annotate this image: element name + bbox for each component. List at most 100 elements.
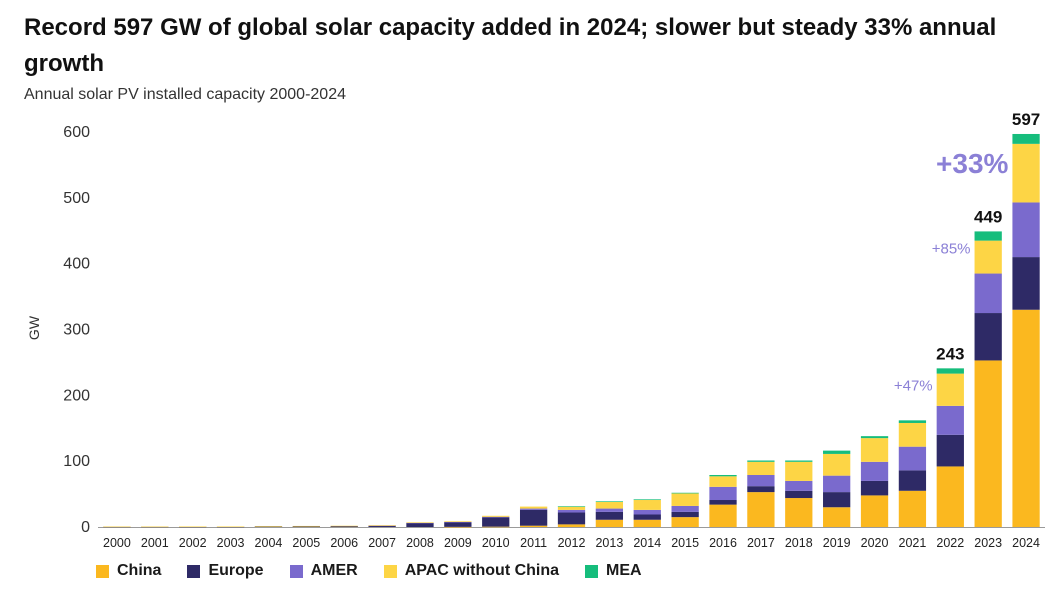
bar-segment-apac-without-china-2015 <box>671 493 699 506</box>
legend-label: Europe <box>208 562 264 579</box>
bar-segment-apac-without-china-2018 <box>785 461 813 481</box>
x-tick-label: 2019 <box>823 536 851 550</box>
bar-segment-apac-without-china-2009 <box>444 521 472 522</box>
x-tick-label: 2010 <box>482 536 510 550</box>
bar-segment-europe-2008 <box>406 523 434 527</box>
bar-segment-amer-2024 <box>1012 202 1040 258</box>
y-axis-label: GW <box>26 315 42 340</box>
bar-segment-europe-2010 <box>482 517 510 527</box>
bar-segment-apac-without-china-2006 <box>330 525 358 527</box>
bar-segment-china-2022 <box>936 466 964 527</box>
bar-segment-europe-2015 <box>671 511 699 518</box>
bar-segment-europe-2021 <box>898 470 927 491</box>
total-label-2023: 449 <box>974 207 1002 226</box>
legend-swatch <box>585 564 599 578</box>
bar-segment-europe-2005 <box>292 526 320 527</box>
bar-segment-apac-without-china-2011 <box>519 506 548 509</box>
bar-segment-china-2016 <box>709 504 737 527</box>
bar-segment-apac-without-china-2021 <box>898 422 927 447</box>
x-tick-label: 2020 <box>861 536 889 550</box>
bar-segment-amer-2008 <box>406 522 434 524</box>
x-tick-label: 2013 <box>595 536 623 550</box>
total-label-2022: 243 <box>936 344 964 363</box>
bar-segment-china-2009 <box>444 526 472 528</box>
bar-segment-europe-2023 <box>974 313 1002 361</box>
bar-segment-mea-2023 <box>974 231 1002 241</box>
bar-segment-europe-2018 <box>785 490 813 499</box>
bar-segment-amer-2013 <box>595 508 624 512</box>
y-tick-label: 200 <box>63 387 90 404</box>
bar-segment-europe-2017 <box>747 486 775 493</box>
bar-segment-china-2024 <box>1012 309 1040 527</box>
bar-segment-apac-without-china-2020 <box>860 438 889 462</box>
bar-segment-amer-2012 <box>557 509 586 513</box>
total-label-2024: 597 <box>1012 110 1040 129</box>
x-tick-label: 2016 <box>709 536 737 550</box>
bar-segment-mea-2021 <box>898 420 927 423</box>
bar-segment-apac-without-china-2017 <box>747 461 775 475</box>
y-tick-label: 600 <box>63 124 90 141</box>
bar-segment-europe-2019 <box>823 492 851 508</box>
growth-annotation-2024: +33% <box>936 148 1008 179</box>
y-tick-label: 0 <box>81 519 90 536</box>
x-tick-label: 2017 <box>747 536 775 550</box>
bar-segment-apac-without-china-2008 <box>406 522 434 523</box>
bar-segment-apac-without-china-2023 <box>974 240 1002 274</box>
legend-label: MEA <box>606 562 642 579</box>
bar-segment-apac-without-china-2012 <box>557 506 586 510</box>
bar-segment-apac-without-china-2004 <box>254 526 283 527</box>
bar-segment-china-2015 <box>671 517 699 527</box>
bar-segment-amer-2020 <box>860 461 889 481</box>
x-tick-label: 2021 <box>899 536 927 550</box>
x-tick-label: 2015 <box>671 536 699 550</box>
x-tick-label: 2003 <box>217 536 245 550</box>
bar-segment-apac-without-china-2016 <box>709 476 737 487</box>
bar-segment-apac-without-china-2000 <box>103 526 131 528</box>
bar-segment-amer-2010 <box>482 516 510 518</box>
bar-segment-china-2023 <box>974 360 1002 527</box>
bar-segment-europe-2022 <box>936 434 964 467</box>
legend-label: APAC without China <box>404 562 560 579</box>
growth-annotation-2022: +47% <box>894 377 933 394</box>
x-tick-label: 2006 <box>330 536 358 550</box>
bar-segment-apac-without-china-2003 <box>216 526 245 528</box>
bar-segment-mea-2019 <box>823 450 851 454</box>
x-tick-label: 2000 <box>103 536 131 550</box>
stacked-bar-chart: 0 100 200 300 400 500 600 GW 2000 2001 2002 2003 200… <box>26 110 1045 550</box>
bar-segment-apac-without-china-2013 <box>595 501 624 509</box>
bar-segment-china-2017 <box>747 492 775 527</box>
legend-label: China <box>117 562 162 579</box>
bar-segment-china-2010 <box>482 526 510 528</box>
legend-swatch <box>187 564 201 578</box>
bar-segment-apac-without-china-2014 <box>633 500 661 510</box>
bar-segment-amer-2021 <box>898 446 927 471</box>
bar-segment-mea-2018 <box>785 460 813 462</box>
bar-segment-mea-2022 <box>936 368 964 374</box>
x-tick-label: 2008 <box>406 536 434 550</box>
bar-segment-mea-2013 <box>595 501 624 502</box>
bar-segment-amer-2017 <box>747 474 775 487</box>
x-tick-label: 2001 <box>141 536 169 550</box>
bar-segment-amer-2009 <box>444 521 472 523</box>
bar-segment-china-2012 <box>557 524 586 527</box>
y-tick-label: 400 <box>63 256 90 273</box>
x-tick-label: 2014 <box>633 536 661 550</box>
bar-segment-china-2018 <box>785 498 813 527</box>
bar-segment-china-2014 <box>633 519 661 527</box>
bar-segment-europe-2013 <box>595 511 624 520</box>
x-tick-label: 2012 <box>558 536 586 550</box>
bar-segment-apac-without-china-2022 <box>936 373 964 406</box>
bar-segment-mea-2014 <box>633 499 661 501</box>
x-tick-label: 2023 <box>974 536 1002 550</box>
bar-segment-apac-without-china-2005 <box>292 525 320 527</box>
y-tick-label: 300 <box>63 322 90 339</box>
bar-segment-amer-2011 <box>519 508 548 510</box>
bar-segment-china-2020 <box>860 495 889 527</box>
bar-segment-amer-2015 <box>671 505 699 512</box>
bar-segment-apac-without-china-2002 <box>179 526 207 528</box>
bar-segment-apac-without-china-2001 <box>141 526 169 528</box>
bar-segment-china-2011 <box>519 525 548 527</box>
legend-swatch <box>383 564 397 578</box>
bar-segment-china-2013 <box>595 519 624 527</box>
bar-segment-europe-2014 <box>633 514 661 520</box>
